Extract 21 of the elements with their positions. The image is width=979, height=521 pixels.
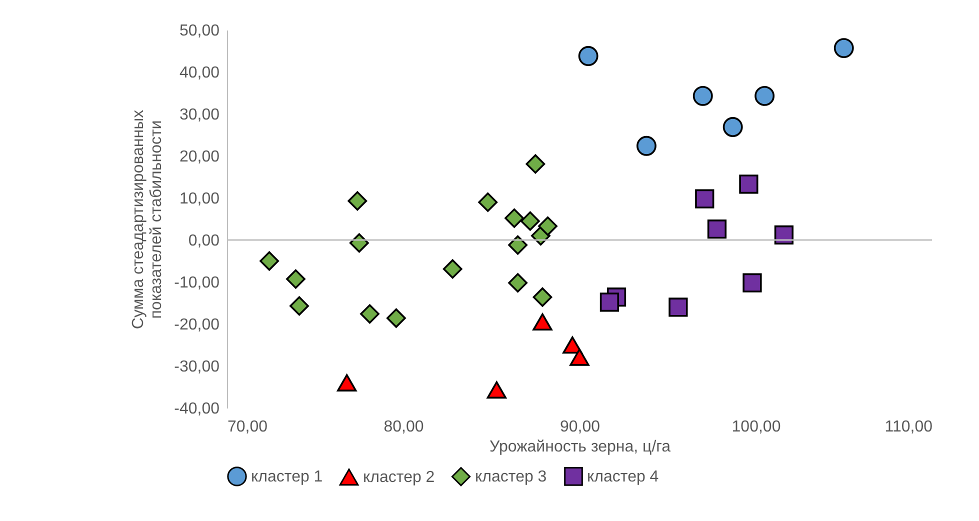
x-tick-label: 80,00 (384, 418, 424, 436)
x-tick-label: 70,00 (228, 418, 268, 436)
legend-label: кластер 1 (251, 468, 323, 486)
legend-label: кластер 2 (363, 469, 435, 486)
y-axis-title: Сумма стеадартизированных показателей стабильности (130, 110, 166, 330)
y-tick-label: 40,00 (179, 64, 220, 82)
legend-label: кластер 4 (587, 468, 659, 486)
y-tick-label: 30,00 (179, 106, 220, 124)
y-tick-label: 20,00 (179, 148, 220, 166)
x-tick-label: 100,00 (732, 418, 781, 436)
x-tick-label: 110,00 (884, 418, 933, 436)
y-tick-label: 0,00 (188, 232, 220, 250)
y-tick-label: 10,00 (179, 190, 220, 208)
y-tick-label: -30,00 (174, 358, 220, 376)
y-tick-label: -40,00 (174, 400, 220, 418)
y-tick-label: -10,00 (174, 274, 220, 292)
y-tick-label: 50,00 (179, 22, 220, 40)
x-axis-title: Урожайность зерна, ц/га (489, 438, 671, 456)
x-tick-label: 90,00 (560, 418, 600, 436)
y-tick-label: -20,00 (174, 316, 220, 334)
legend-label: кластер 3 (475, 468, 547, 486)
